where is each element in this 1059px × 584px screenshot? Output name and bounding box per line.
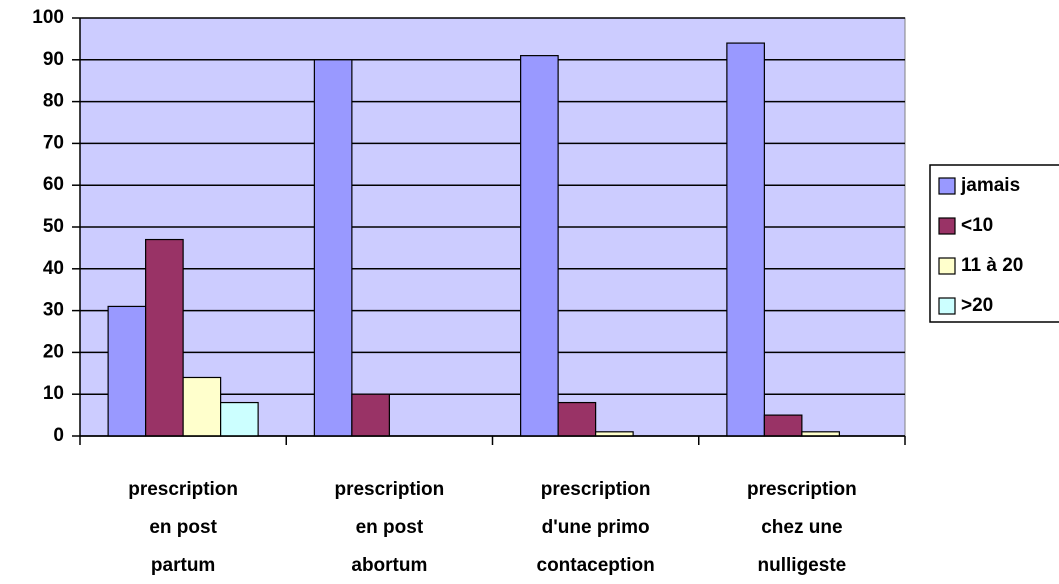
- legend-label: jamais: [960, 175, 1020, 196]
- x-tick-label: chez une: [761, 517, 842, 538]
- bar: [220, 401, 259, 437]
- x-tick-label: d'une primo: [542, 517, 650, 538]
- y-tick-label: 50: [43, 216, 64, 237]
- x-tick-label: partum: [151, 555, 215, 576]
- x-tick-label: prescription: [334, 479, 444, 500]
- x-tick-label: contaception: [537, 555, 655, 576]
- bar: [145, 238, 184, 437]
- y-tick-label: 100: [32, 7, 64, 28]
- x-tick-label: abortum: [351, 555, 427, 576]
- bar: [520, 55, 559, 437]
- y-tick-label: 30: [43, 300, 64, 321]
- y-tick-label: 40: [43, 258, 64, 279]
- y-tick-label: 80: [43, 91, 64, 112]
- bar: [107, 305, 147, 437]
- legend-swatch: [938, 177, 956, 195]
- x-tick-label: nulligeste: [758, 555, 847, 576]
- bar: [726, 42, 765, 437]
- legend-label: 11 à 20: [961, 255, 1023, 276]
- x-tick-label: en post: [149, 517, 217, 538]
- bar: [351, 393, 390, 437]
- x-tick-label: prescription: [128, 479, 238, 500]
- y-tick-label: 70: [43, 132, 64, 153]
- legend-swatch: [938, 297, 956, 315]
- y-tick-label: 20: [43, 341, 64, 362]
- bar: [313, 59, 353, 437]
- bar: [763, 414, 803, 437]
- y-tick-label: 60: [43, 174, 64, 195]
- x-tick-label: en post: [356, 517, 424, 538]
- legend-swatch: [938, 217, 956, 235]
- legend-label: <10: [961, 215, 993, 236]
- y-tick-label: 90: [43, 49, 64, 70]
- y-tick-label: 10: [43, 383, 64, 404]
- legend-label: >20: [961, 295, 993, 316]
- bar: [557, 401, 597, 437]
- legend-swatch: [938, 257, 956, 275]
- x-tick-label: prescription: [541, 479, 651, 500]
- bar: [182, 376, 222, 437]
- y-tick-label: 0: [53, 425, 64, 446]
- x-tick-label: prescription: [747, 479, 857, 500]
